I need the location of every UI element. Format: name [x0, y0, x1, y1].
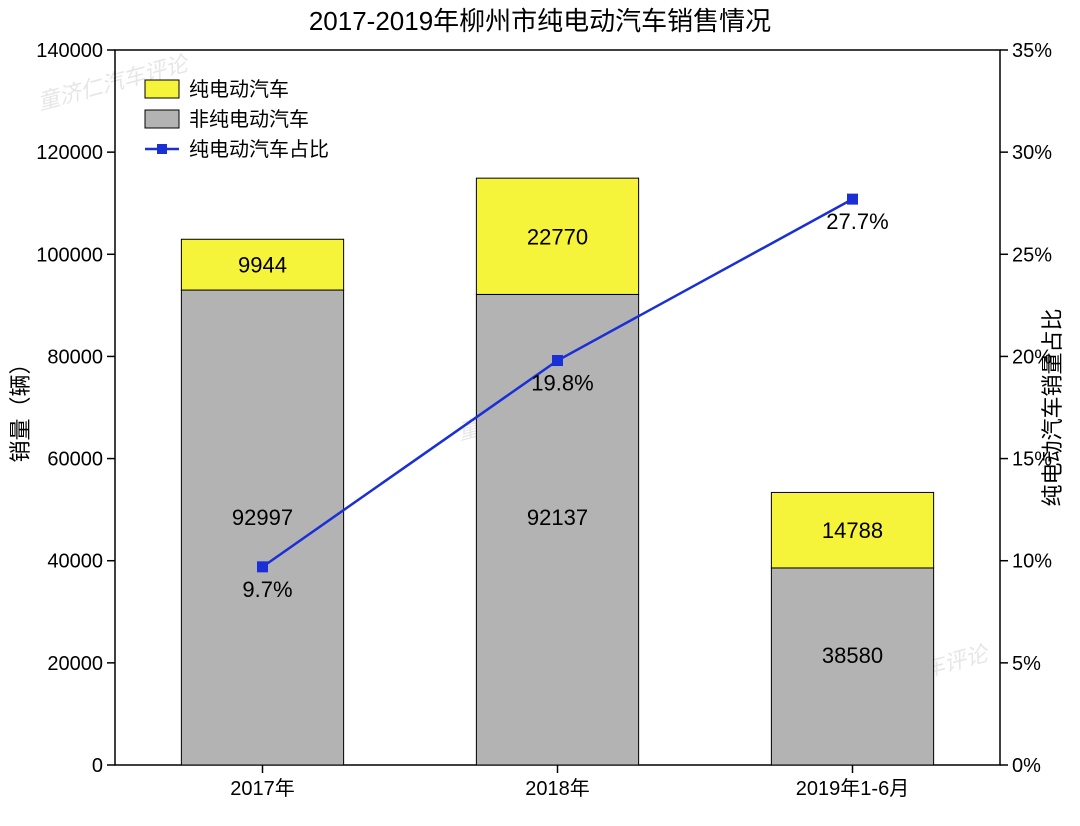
x-tick-label: 2019年1-6月 [796, 777, 909, 800]
y1-tick-label: 40000 [47, 551, 103, 573]
y1-tick-label: 0 [92, 755, 103, 777]
line-marker [553, 356, 563, 366]
y1-tick-label: 60000 [47, 449, 103, 471]
line-value-label: 9.7% [242, 577, 292, 602]
legend-swatch [145, 110, 179, 128]
line-value-label: 19.8% [531, 371, 593, 396]
y2-tick-label: 5% [1012, 653, 1041, 675]
legend-label: 纯电动汽车 [189, 78, 289, 101]
y1-axis-label: 销量（辆） [8, 352, 33, 462]
y2-tick-label: 0% [1012, 755, 1041, 777]
bar-ev-value: 22770 [527, 224, 588, 249]
legend-label: 非纯电动汽车 [189, 108, 309, 131]
y1-tick-label: 100000 [36, 244, 103, 266]
y1-tick-label: 20000 [47, 653, 103, 675]
line-value-label: 27.7% [826, 209, 888, 234]
bar-non-ev-value: 92997 [232, 505, 293, 530]
bar-ev-value: 9944 [238, 253, 287, 278]
chart-title: 2017-2019年柳州市纯电动汽车销售情况 [309, 6, 771, 36]
y2-tick-label: 10% [1012, 551, 1052, 573]
legend-marker [157, 144, 167, 154]
bar-ev-value: 14788 [822, 518, 883, 543]
x-tick-label: 2017年 [230, 777, 295, 800]
bar-non-ev-value: 38580 [822, 643, 883, 668]
line-marker [258, 562, 268, 572]
y2-axis-label: 纯电动汽车销量占比 [1040, 308, 1065, 506]
line-marker [848, 194, 858, 204]
y1-tick-label: 140000 [36, 40, 103, 62]
y2-tick-label: 35% [1012, 40, 1052, 62]
chart-svg: 童济仁汽车评论童济仁汽车评论童济仁汽车评论2017-2019年柳州市纯电动汽车销… [0, 0, 1080, 826]
y2-tick-label: 25% [1012, 244, 1052, 266]
legend-swatch [145, 80, 179, 98]
bar-non-ev-value: 92137 [527, 505, 588, 530]
legend-label: 纯电动汽车占比 [189, 138, 329, 161]
chart-container: 童济仁汽车评论童济仁汽车评论童济仁汽车评论2017-2019年柳州市纯电动汽车销… [0, 0, 1080, 826]
y1-tick-label: 120000 [36, 142, 103, 164]
y2-tick-label: 30% [1012, 142, 1052, 164]
x-tick-label: 2018年 [525, 777, 590, 800]
y1-tick-label: 80000 [47, 346, 103, 368]
